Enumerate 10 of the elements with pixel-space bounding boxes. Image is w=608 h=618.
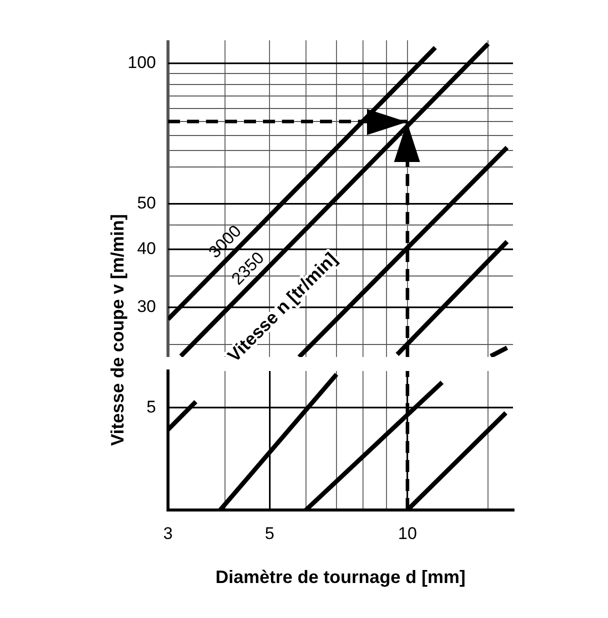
- y-tick-label: 30: [137, 297, 156, 316]
- y-axis-title: Vitesse de coupe v [m/min]: [108, 214, 128, 446]
- y-tick-label: 100: [128, 52, 156, 72]
- x-axis-title: Diamètre de tournage d [mm]: [215, 567, 466, 588]
- y-tick-label: 50: [137, 194, 156, 213]
- text: 5: [146, 398, 156, 417]
- x-tick-label: 5: [264, 524, 274, 543]
- x-tick-label: 10: [398, 524, 417, 543]
- x-tick-label: 3: [163, 524, 173, 543]
- y-tick-label: 40: [137, 238, 156, 258]
